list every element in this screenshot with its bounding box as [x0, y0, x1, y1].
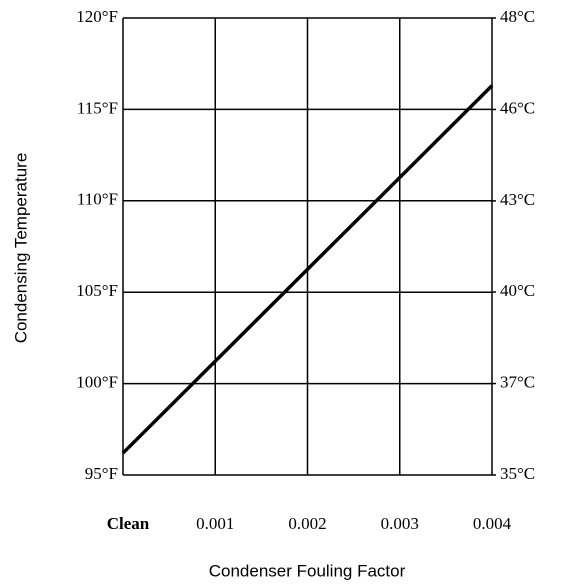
x-axis-label: Condenser Fouling Factor: [209, 561, 406, 580]
x-tick-label: 0.001: [196, 514, 234, 533]
y-tick-label: 100°F: [76, 373, 118, 392]
y2-tick-label: 40°C: [500, 281, 535, 300]
y2-tick-label: 43°C: [500, 190, 535, 209]
x-tick-label: 0.004: [473, 514, 512, 533]
y-tick-label: 120°F: [76, 7, 118, 26]
y2-tick-label: 48°C: [500, 7, 535, 26]
y-axis-label: Condensing Temperature: [11, 153, 30, 344]
data-line: [121, 84, 494, 455]
y2-tick-label: 46°C: [500, 98, 535, 117]
y2-tick-label: 37°C: [500, 372, 535, 391]
x-tick-label: Clean: [107, 514, 150, 533]
x-tick-label: 0.002: [288, 514, 326, 533]
y-tick-label: 110°F: [77, 190, 118, 209]
x-tick-label: 0.003: [381, 514, 419, 533]
y2-tick-label: 35°C: [500, 464, 535, 483]
y-tick-label: 105°F: [76, 281, 118, 300]
y-tick-label: 95°F: [85, 464, 118, 483]
y-tick-label: 115°F: [77, 98, 118, 117]
